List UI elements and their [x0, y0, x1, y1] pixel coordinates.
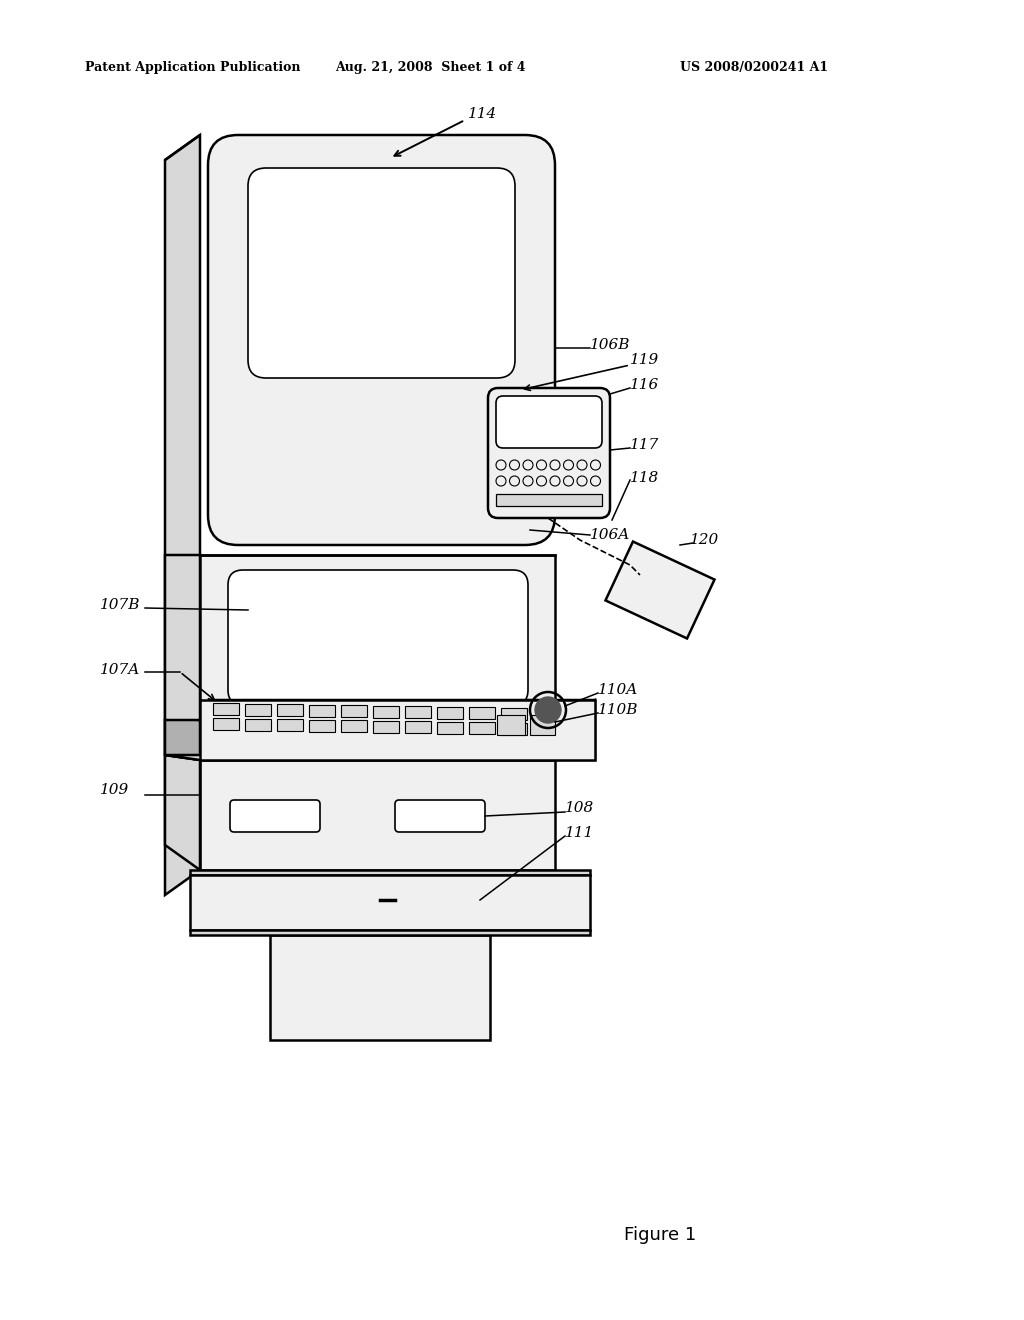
FancyBboxPatch shape	[496, 396, 602, 447]
Polygon shape	[200, 760, 555, 870]
Bar	[496, 494, 602, 506]
Text: 110A: 110A	[598, 682, 638, 697]
Polygon shape	[200, 700, 595, 719]
Polygon shape	[278, 704, 303, 715]
Bar	[530, 715, 555, 735]
Polygon shape	[165, 135, 200, 160]
Polygon shape	[437, 722, 463, 734]
Text: US 2008/0200241 A1: US 2008/0200241 A1	[680, 62, 828, 74]
Text: 120: 120	[690, 533, 719, 546]
Text: 116: 116	[630, 378, 659, 392]
Text: 119: 119	[630, 352, 659, 367]
Polygon shape	[190, 875, 590, 931]
Polygon shape	[165, 755, 200, 870]
Polygon shape	[373, 721, 399, 733]
Text: 106A: 106A	[590, 528, 630, 543]
Polygon shape	[213, 704, 239, 715]
Polygon shape	[278, 719, 303, 731]
Text: Patent Application Publication: Patent Application Publication	[85, 62, 300, 74]
Polygon shape	[165, 755, 555, 760]
Polygon shape	[469, 722, 495, 734]
Polygon shape	[190, 870, 590, 875]
FancyBboxPatch shape	[395, 800, 485, 832]
Polygon shape	[341, 705, 367, 717]
Polygon shape	[501, 722, 527, 734]
Text: 111: 111	[565, 826, 594, 840]
Polygon shape	[200, 700, 595, 760]
Polygon shape	[200, 554, 555, 719]
Text: 108: 108	[565, 801, 594, 814]
Polygon shape	[469, 708, 495, 719]
Text: 107A: 107A	[100, 663, 140, 677]
Polygon shape	[406, 721, 431, 733]
Polygon shape	[605, 541, 715, 639]
Text: 117: 117	[630, 438, 659, 451]
Polygon shape	[341, 719, 367, 733]
Text: 118: 118	[630, 471, 659, 484]
Text: 109: 109	[100, 783, 129, 797]
FancyBboxPatch shape	[228, 570, 528, 705]
Bar	[497, 715, 525, 735]
Text: 114: 114	[468, 107, 498, 121]
Polygon shape	[437, 706, 463, 718]
Text: Figure 1: Figure 1	[624, 1226, 696, 1243]
Text: 110B: 110B	[598, 704, 639, 717]
Polygon shape	[165, 135, 200, 895]
Polygon shape	[270, 935, 490, 1040]
Polygon shape	[373, 705, 399, 718]
FancyBboxPatch shape	[248, 168, 515, 378]
Circle shape	[535, 697, 561, 723]
FancyBboxPatch shape	[230, 800, 319, 832]
Polygon shape	[309, 719, 335, 731]
Polygon shape	[406, 706, 431, 718]
Polygon shape	[501, 708, 527, 719]
Text: Aug. 21, 2008  Sheet 1 of 4: Aug. 21, 2008 Sheet 1 of 4	[335, 62, 525, 74]
Polygon shape	[165, 719, 200, 760]
Polygon shape	[555, 700, 595, 760]
Text: 107B: 107B	[100, 598, 140, 612]
FancyBboxPatch shape	[208, 135, 555, 545]
Polygon shape	[190, 931, 590, 935]
Polygon shape	[245, 704, 271, 715]
Polygon shape	[213, 718, 239, 730]
Polygon shape	[309, 705, 335, 717]
Text: 106B: 106B	[590, 338, 631, 352]
FancyBboxPatch shape	[488, 388, 610, 517]
Polygon shape	[165, 554, 200, 755]
Polygon shape	[245, 718, 271, 730]
